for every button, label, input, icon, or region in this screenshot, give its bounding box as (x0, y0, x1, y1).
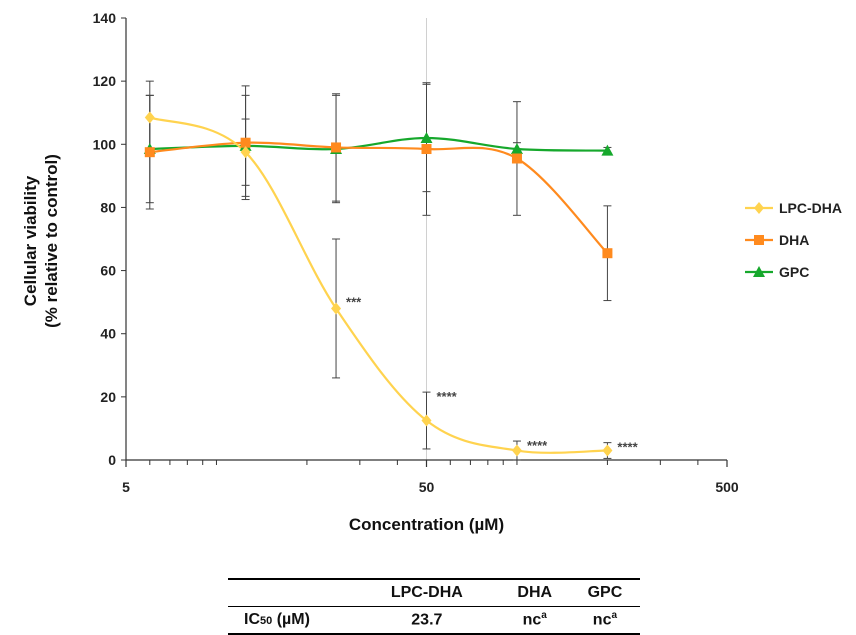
series-line (149, 136, 608, 152)
table-header-row: LPC-DHA DHA GPC (228, 579, 640, 607)
series-line (149, 141, 609, 254)
y-axis-title: (% relative to control) (42, 154, 61, 328)
data-point (511, 153, 522, 164)
axes-layer (121, 17, 728, 467)
data-point (602, 444, 613, 457)
x-tick-label: 500 (715, 479, 739, 495)
cell-value: 23.7 (411, 611, 443, 629)
table-col-header: DHA (499, 579, 570, 607)
y-tick-label: 0 (108, 452, 116, 468)
significance-label: **** (527, 438, 548, 453)
y-tick-label: 140 (93, 10, 117, 26)
table-col-header: LPC-DHA (354, 579, 500, 607)
data-point (421, 414, 432, 427)
cell-footnote: a (541, 610, 547, 622)
x-tick-label: 50 (419, 479, 435, 495)
significance-label: **** (437, 389, 458, 404)
data-point (331, 302, 342, 315)
row-label-main: IC (244, 611, 260, 628)
data-point (144, 111, 155, 124)
x-tick-label: 5 (122, 479, 130, 495)
table-cell: nca (570, 607, 640, 635)
data-point (602, 248, 613, 259)
data-point (510, 143, 523, 155)
table-corner (228, 579, 354, 607)
legend-label: GPC (779, 264, 809, 280)
data-point (144, 147, 155, 158)
y-axis-title: Cellular viability (21, 175, 40, 306)
cell-footnote: a (611, 610, 618, 622)
labels-layer: 0 20 40 60 80 100 120 140 5 50 500 Concentration (µ… (21, 10, 739, 534)
ic50-table: LPC-DHA DHA GPC IC50 (µM) 23.7 nca nca (228, 578, 640, 635)
table-row-label: IC50 (µM) (228, 607, 354, 635)
legend-label: DHA (779, 232, 809, 248)
significance-label: *** (346, 294, 362, 309)
row-label-tail: (µM) (272, 611, 310, 628)
legend-swatch-marker (753, 266, 765, 277)
data-point (240, 146, 251, 159)
table-cell: nca (500, 607, 570, 635)
row-label-sub: 50 (260, 615, 273, 627)
y-tick-label: 40 (100, 326, 116, 342)
viability-chart: 0 20 40 60 80 100 120 140 5 50 500 Concentration (µ… (21, 10, 842, 534)
table-row: IC50 (µM) 23.7 nca nca (228, 607, 640, 635)
legend: LPC-DHA DHA GPC (745, 200, 842, 280)
y-tick-label: 60 (100, 263, 116, 279)
y-tick-label: 80 (100, 199, 116, 215)
data-point (331, 142, 342, 153)
data-point (601, 144, 614, 156)
legend-swatch-marker (754, 235, 764, 245)
significance-label: **** (617, 440, 638, 455)
legend-swatch-marker (754, 202, 764, 214)
cell-value: nc (592, 611, 612, 629)
series-layer (143, 80, 614, 461)
table-cell: 23.7 (354, 607, 500, 635)
cell-value: nc (522, 611, 542, 629)
data-point (240, 137, 251, 148)
data-point (420, 131, 433, 143)
x-axis-title: Concentration (µM) (349, 515, 504, 534)
y-tick-label: 100 (93, 136, 117, 152)
legend-label: LPC-DHA (779, 200, 842, 216)
data-point (511, 444, 522, 457)
y-tick-label: 20 (100, 389, 116, 405)
data-point (421, 144, 432, 155)
table-col-header: GPC (569, 579, 640, 607)
series-line (149, 116, 608, 454)
y-tick-label: 120 (93, 73, 117, 89)
